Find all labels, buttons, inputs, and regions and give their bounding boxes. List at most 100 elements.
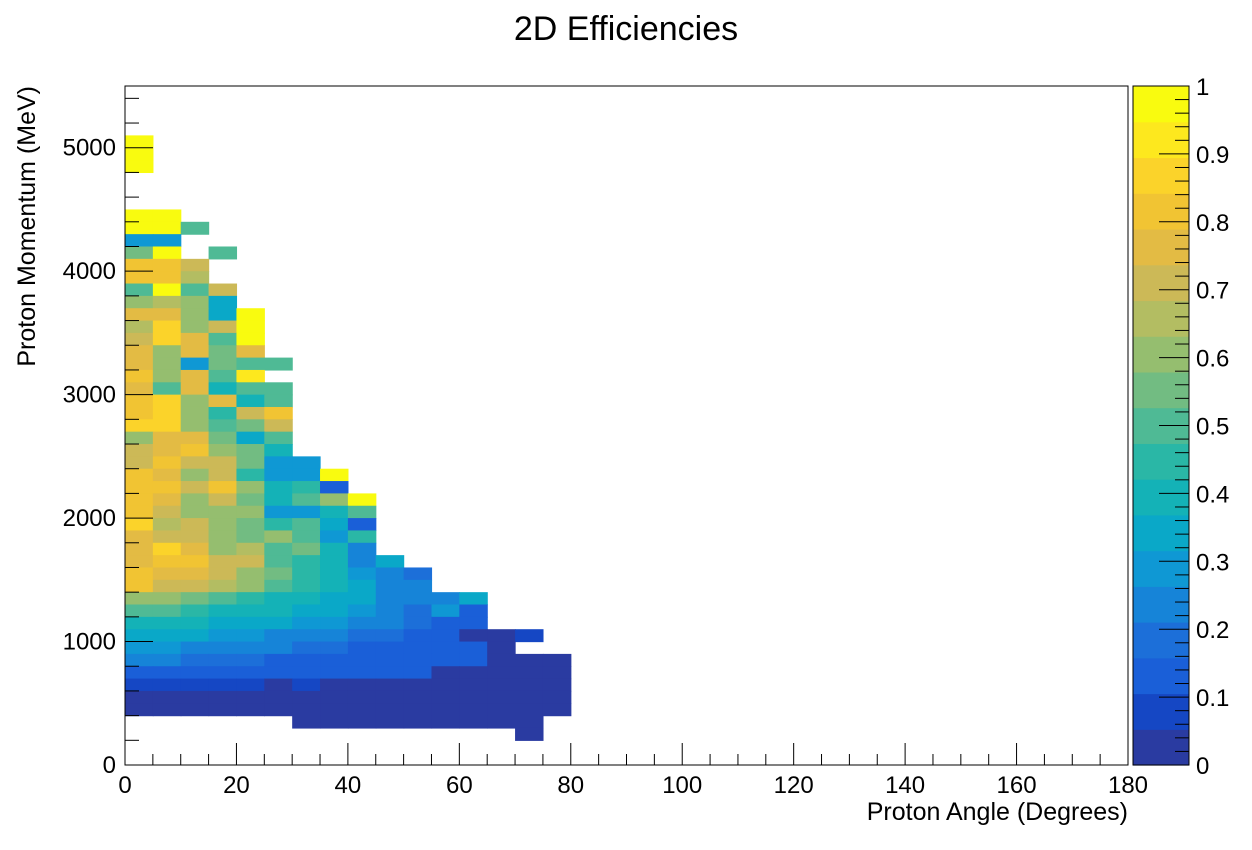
heatmap-cell xyxy=(152,295,182,309)
heatmap-cell xyxy=(208,394,238,408)
heatmap-cell xyxy=(125,530,154,544)
heatmap-cell xyxy=(180,579,210,593)
heatmap-cell xyxy=(125,703,154,717)
heatmap-cell xyxy=(264,592,293,606)
heatmap-cell xyxy=(487,666,516,680)
colorbar-tick-label: 0.9 xyxy=(1196,142,1229,169)
heatmap-cell xyxy=(236,332,265,346)
heatmap-cell xyxy=(236,345,265,359)
heatmap-cell xyxy=(152,406,182,420)
heatmap-cell xyxy=(487,678,516,692)
heatmap-cell xyxy=(264,493,293,507)
heatmap-cell xyxy=(320,629,349,643)
heatmap-cell xyxy=(264,444,293,457)
heatmap-cell xyxy=(320,592,349,606)
heatmap-cell xyxy=(125,246,154,260)
x-axis: 0 20 40 60 80 100 120 140 160 180 xyxy=(118,743,1148,799)
heatmap-cell xyxy=(236,444,265,457)
heatmap-cell xyxy=(125,555,154,569)
heatmap-cell xyxy=(347,629,377,643)
heatmap-cell xyxy=(125,406,154,420)
heatmap-cells xyxy=(125,135,572,741)
x-tick-label: 140 xyxy=(885,772,925,799)
heatmap-cell xyxy=(320,567,349,581)
heatmap-cell xyxy=(152,332,182,346)
heatmap-cell xyxy=(125,209,154,223)
heatmap-cell xyxy=(125,505,154,519)
heatmap-cell xyxy=(125,653,154,667)
heatmap-cell xyxy=(403,616,433,630)
heatmap-cell xyxy=(180,406,210,420)
heatmap-cell xyxy=(431,666,460,680)
heatmap-cell xyxy=(208,703,238,717)
colorbar-swatch xyxy=(1133,443,1189,480)
y-tick-label: 2000 xyxy=(63,505,116,532)
heatmap-cell xyxy=(180,394,210,408)
heatmap-cell xyxy=(152,456,182,470)
heatmap-cell xyxy=(152,530,182,544)
heatmap-cell xyxy=(208,542,238,556)
heatmap-cell xyxy=(208,481,238,494)
heatmap-cell xyxy=(180,419,210,433)
heatmap-cell xyxy=(152,629,182,643)
colorbar-tick-label: 0 xyxy=(1196,753,1209,780)
heatmap-cell xyxy=(292,481,321,494)
heatmap-cell xyxy=(152,616,182,630)
heatmap-cell xyxy=(347,690,377,704)
x-tick-label: 160 xyxy=(997,772,1037,799)
heatmap-cell xyxy=(125,678,154,692)
heatmap-cell xyxy=(125,616,154,630)
heatmap-cell xyxy=(515,653,544,667)
heatmap-cell xyxy=(125,579,154,593)
heatmap-cell xyxy=(208,505,238,519)
heatmap-cell xyxy=(431,592,460,606)
heatmap-cell xyxy=(320,678,349,692)
heatmap-cell xyxy=(264,542,293,556)
heatmap-cell xyxy=(347,715,377,729)
heatmap-cell xyxy=(180,678,210,692)
heatmap-cell xyxy=(347,703,377,717)
heatmap-cell xyxy=(125,320,154,334)
heatmap-cell xyxy=(347,567,377,581)
heatmap-cell xyxy=(208,369,238,383)
heatmap-cell xyxy=(320,715,349,729)
colorbar-tick-label: 0.5 xyxy=(1196,414,1229,441)
heatmap-cell xyxy=(431,641,460,655)
heatmap-cell xyxy=(152,345,182,359)
colorbar-tick-label: 0.4 xyxy=(1196,481,1229,508)
y-tick-label: 3000 xyxy=(63,382,116,409)
heatmap-cell xyxy=(347,641,377,655)
heatmap-cell xyxy=(375,678,405,692)
heatmap-cell xyxy=(208,530,238,544)
colorbar-swatch xyxy=(1133,479,1189,516)
heatmap-cell xyxy=(152,666,182,680)
heatmap-cell xyxy=(264,641,293,655)
heatmap-cell xyxy=(180,567,210,581)
heatmap-cell xyxy=(236,579,265,593)
heatmap-cell xyxy=(236,629,265,643)
heatmap-cell xyxy=(236,456,265,470)
colorbar-swatch xyxy=(1133,622,1189,659)
x-tick-label: 0 xyxy=(118,772,131,799)
heatmap-cell xyxy=(152,505,182,519)
heatmap-cell xyxy=(208,332,238,346)
heatmap-cell xyxy=(459,592,488,606)
heatmap-cell xyxy=(375,703,405,717)
heatmap-cell xyxy=(152,468,182,482)
heatmap-cell xyxy=(292,493,321,507)
heatmap-cell xyxy=(208,629,238,643)
heatmap-cell xyxy=(125,629,154,643)
heatmap-cell xyxy=(125,234,154,248)
heatmap-cell xyxy=(208,579,238,593)
heatmap-cell xyxy=(125,419,154,433)
heatmap-cell xyxy=(152,394,182,408)
heatmap-cell xyxy=(487,641,516,655)
heatmap-cell xyxy=(125,357,154,371)
colorbar-tick-label: 0.2 xyxy=(1196,617,1229,644)
heatmap-cell xyxy=(180,444,210,457)
heatmap-cell xyxy=(236,481,265,494)
heatmap-cell xyxy=(125,690,154,704)
heatmap-cell xyxy=(542,666,572,680)
heatmap-cell xyxy=(236,468,265,482)
heatmap-cell xyxy=(208,295,238,309)
